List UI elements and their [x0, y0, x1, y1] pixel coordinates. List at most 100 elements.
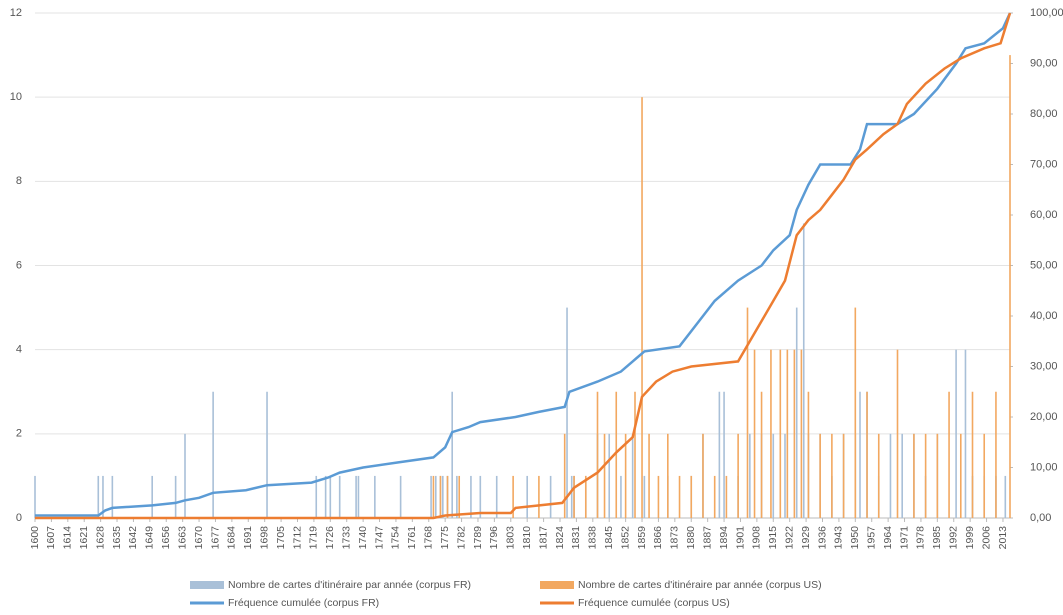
- bar: [573, 475, 575, 518]
- x-tick-label: 1922: [783, 526, 795, 550]
- line: [35, 12, 1012, 517]
- bar: [97, 475, 100, 518]
- bar: [432, 475, 435, 518]
- x-tick-label: 1957: [866, 526, 878, 550]
- x-tick-label: 1978: [915, 526, 927, 550]
- bar: [355, 475, 357, 518]
- bar: [1004, 475, 1007, 518]
- y-tick-label: 0: [16, 512, 22, 524]
- x-tick-label: 1817: [537, 526, 549, 550]
- bar: [800, 349, 803, 518]
- y2-tick-label: 0,00: [1030, 512, 1051, 524]
- x-tick-label: 1635: [111, 526, 123, 550]
- legend-label: Fréquence cumulée (corpus US): [578, 597, 730, 609]
- bar: [538, 475, 540, 518]
- bar: [566, 307, 568, 518]
- bar: [624, 433, 627, 518]
- bar: [795, 307, 798, 518]
- bar: [603, 433, 606, 518]
- x-tick-label: 1838: [587, 526, 599, 550]
- y2-tick-label: 20,00: [1030, 411, 1058, 423]
- y2-tick-label: 40,00: [1030, 310, 1058, 322]
- bar: [760, 391, 763, 518]
- bar: [34, 475, 36, 518]
- x-tick-label: 1740: [357, 526, 369, 550]
- x-tick-label: 1789: [472, 526, 484, 550]
- x-tick-label: 1880: [685, 526, 697, 550]
- bar: [563, 433, 566, 518]
- x-tick-label: 1971: [898, 526, 910, 550]
- bar: [667, 433, 669, 518]
- bar: [446, 475, 449, 518]
- y-tick-label: 12: [10, 7, 22, 19]
- bar: [430, 475, 432, 518]
- x-tick-label: 1894: [718, 526, 730, 550]
- x-tick-label: 1985: [931, 526, 943, 550]
- bar: [784, 433, 786, 518]
- x-tick-label: 1873: [669, 526, 681, 550]
- legend-swatch: [190, 581, 224, 589]
- bar: [1009, 55, 1011, 518]
- bar: [374, 475, 376, 518]
- bar: [971, 391, 974, 518]
- y2-tick-label: 90,00: [1030, 57, 1058, 69]
- bar: [526, 475, 528, 518]
- x-tick-label: 1775: [439, 526, 451, 550]
- bar: [456, 475, 458, 518]
- bar: [399, 475, 402, 518]
- bar: [458, 475, 461, 518]
- legend-swatch: [540, 581, 574, 589]
- bar: [737, 433, 739, 518]
- y2-tick-label: 50,00: [1030, 259, 1058, 271]
- y2-tick-label: 30,00: [1030, 360, 1058, 372]
- bar: [854, 307, 857, 518]
- bar: [648, 433, 650, 518]
- x-tick-label: 1621: [78, 526, 90, 550]
- x-tick-label: 1754: [390, 526, 402, 550]
- bar: [725, 475, 728, 518]
- legend-label: Nombre de cartes d'itinéraire par année …: [228, 579, 471, 591]
- bar: [451, 391, 453, 518]
- y2-tick-label: 70,00: [1030, 158, 1058, 170]
- x-tick-label: 1642: [127, 526, 139, 550]
- bar: [690, 475, 693, 518]
- bar: [631, 433, 634, 518]
- bar: [608, 433, 611, 518]
- x-tick-label: 1950: [849, 526, 861, 550]
- bar: [549, 475, 552, 518]
- bar: [702, 433, 704, 518]
- x-tick-label: 1901: [734, 526, 746, 550]
- legend-label: Nombre de cartes d'itinéraire par année …: [578, 579, 822, 591]
- x-tick-label: 1936: [816, 526, 828, 550]
- x-tick-label: 1943: [833, 526, 845, 550]
- x-tick-label: 1866: [652, 526, 664, 550]
- line: [35, 12, 1012, 520]
- legend-label: Fréquence cumulée (corpus FR): [228, 597, 379, 609]
- bar: [807, 391, 810, 518]
- bar: [959, 433, 962, 518]
- bar: [896, 349, 899, 518]
- y2-tick-label: 100,00: [1030, 7, 1063, 19]
- bar: [753, 349, 756, 518]
- y2-tick-label: 80,00: [1030, 108, 1058, 120]
- bar: [495, 475, 498, 518]
- x-tick-label: 1831: [570, 526, 582, 550]
- x-tick-label: 1691: [242, 526, 254, 550]
- bar: [901, 433, 903, 518]
- x-tick-label: 1915: [767, 526, 779, 550]
- x-tick-label: 1600: [29, 526, 41, 550]
- x-tick-label: 1747: [373, 526, 385, 550]
- bar: [634, 391, 636, 518]
- x-tick-label: 1845: [603, 526, 615, 550]
- y-tick-label: 10: [10, 91, 22, 103]
- x-tick-label: 1614: [62, 526, 74, 550]
- bar: [615, 391, 618, 518]
- bar: [212, 391, 214, 518]
- bar: [102, 475, 104, 518]
- x-tick-label: 1796: [488, 526, 500, 550]
- x-tick-label: 1684: [226, 526, 238, 550]
- bar: [657, 475, 660, 518]
- bar: [866, 391, 868, 518]
- x-tick-label: 2013: [997, 526, 1009, 550]
- y-tick-label: 6: [16, 259, 22, 271]
